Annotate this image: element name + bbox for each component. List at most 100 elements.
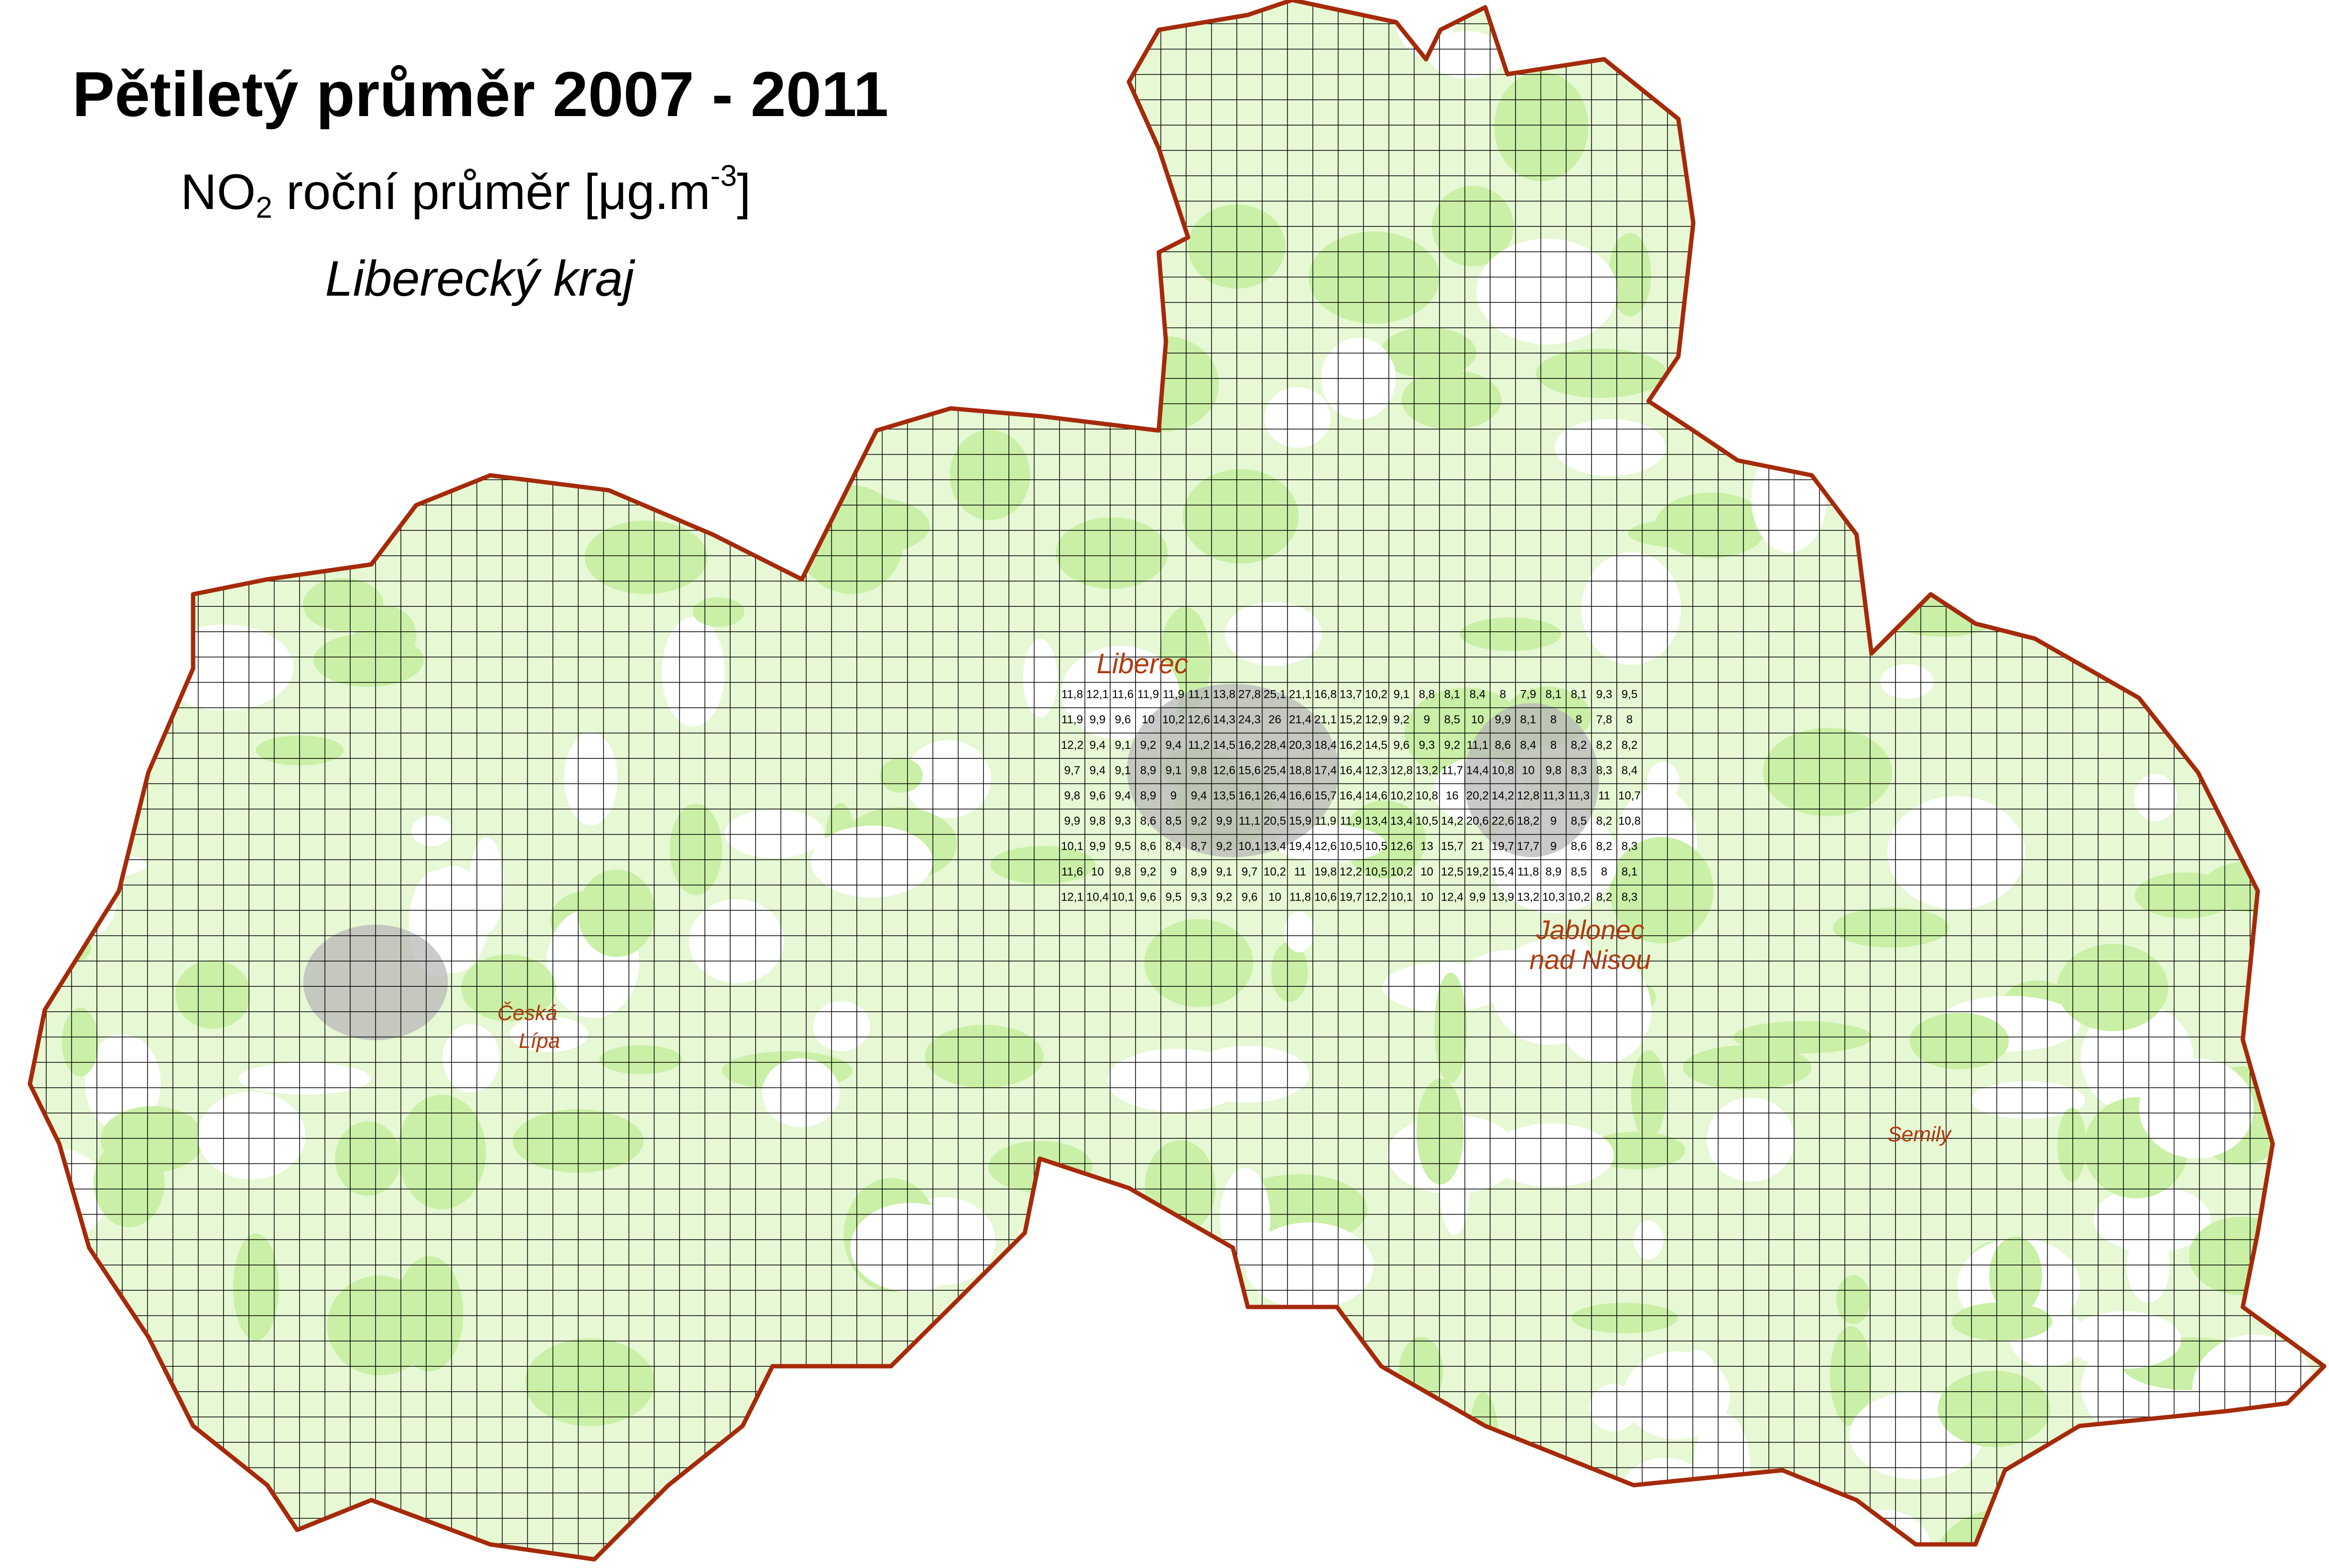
land-cover-patch bbox=[156, 624, 294, 711]
grid-value: 9,9 bbox=[1495, 713, 1511, 726]
land-cover-patch bbox=[1833, 907, 1949, 948]
grid-value: 11,9 bbox=[1315, 815, 1336, 828]
town-labels: Liberec Jablonec nad Nisou Česká Lípa Se… bbox=[497, 648, 1952, 1146]
grid-value: 11 bbox=[1598, 789, 1610, 802]
land-cover-patch bbox=[1145, 1140, 1216, 1234]
land-cover-patch bbox=[1225, 601, 1322, 666]
land-cover-patch bbox=[969, 274, 1069, 353]
grid-value: 25,1 bbox=[1264, 688, 1286, 701]
land-cover-patch bbox=[493, 379, 538, 474]
grid-value: 8,1 bbox=[1622, 865, 1637, 878]
land-cover-patch bbox=[1494, 72, 1589, 182]
land-cover-patch bbox=[2188, 1216, 2294, 1295]
grid-value: 8,5 bbox=[1444, 713, 1460, 726]
grid-value: 16,8 bbox=[1314, 688, 1337, 701]
land-cover-patch bbox=[38, 658, 145, 740]
grid-value: 10 bbox=[1471, 713, 1484, 726]
grid-value: 8,9 bbox=[1140, 789, 1156, 802]
grid-value: 9,4 bbox=[1165, 739, 1181, 752]
grid-value: 14,2 bbox=[1492, 789, 1514, 802]
land-cover-patch bbox=[929, 1312, 1050, 1405]
grid-value: 11,6 bbox=[1061, 865, 1083, 878]
grid-value: 13,8 bbox=[1213, 688, 1236, 701]
grid-value: 10,8 bbox=[1415, 789, 1438, 802]
grid-value: 9,6 bbox=[1242, 890, 1257, 903]
grid-value: 11,6 bbox=[1112, 688, 1134, 701]
land-cover-patch bbox=[30, 1515, 53, 1559]
grid-value: 7,9 bbox=[1520, 688, 1536, 701]
land-cover-patch bbox=[2122, 0, 2167, 34]
grid-value: 10 bbox=[1269, 890, 1282, 903]
land-cover-patch bbox=[1871, 42, 1951, 121]
land-cover-patch bbox=[660, 1541, 693, 1559]
land-cover-patch bbox=[720, 424, 758, 485]
grid-value: 9,4 bbox=[1115, 789, 1131, 802]
grid-value: 18,4 bbox=[1314, 739, 1337, 752]
grid-value: 9,2 bbox=[1444, 739, 1460, 752]
grid-value: 11,1 bbox=[1188, 688, 1210, 701]
land-cover-patch bbox=[1980, 391, 2089, 458]
land-cover-patch bbox=[175, 960, 251, 1029]
grid-value: 9,4 bbox=[1191, 789, 1207, 802]
land-cover-patch bbox=[928, 183, 967, 299]
grid-value: 8,6 bbox=[1140, 840, 1156, 853]
land-cover-patch bbox=[2139, 1058, 2254, 1159]
land-cover-patch bbox=[308, 330, 433, 395]
land-cover-patch bbox=[1343, 800, 1426, 878]
grid-value: 9,8 bbox=[1115, 865, 1131, 878]
grid-value: 8 bbox=[1550, 739, 1557, 752]
land-cover-patch bbox=[869, 0, 944, 52]
grid-value: 9,5 bbox=[1622, 688, 1637, 701]
grid-value: 9 bbox=[1550, 815, 1557, 828]
land-cover-patch bbox=[411, 815, 452, 847]
land-cover-patch bbox=[461, 954, 556, 1022]
subtitle-suffix: ] bbox=[737, 164, 751, 220]
subtitle-subscript: 2 bbox=[256, 191, 273, 224]
land-cover-patch bbox=[1434, 972, 1467, 1083]
grid-value: 9,4 bbox=[1089, 764, 1105, 777]
grid-value: 8 bbox=[1500, 688, 1506, 701]
grid-value: 19,2 bbox=[1466, 865, 1489, 878]
grid-value: 9,1 bbox=[1216, 865, 1232, 878]
land-cover-patch bbox=[1581, 552, 1681, 665]
map-title: Pětiletý průměr 2007 - 2011 bbox=[72, 59, 889, 130]
grid-value: 13,5 bbox=[1213, 789, 1236, 802]
land-cover-patch bbox=[1467, 1392, 1499, 1500]
grid-value: 9,2 bbox=[1216, 840, 1232, 853]
land-cover-patch bbox=[585, 520, 708, 594]
land-cover-patch bbox=[762, 1058, 840, 1127]
grid-value: 9 bbox=[1170, 865, 1177, 878]
grid-value: 11,7 bbox=[1441, 764, 1463, 777]
grid-value: 10,8 bbox=[1492, 764, 1514, 777]
grid-value: 20,2 bbox=[1466, 789, 1489, 802]
grid-value: 15,7 bbox=[1441, 840, 1464, 853]
grid-value: 10,2 bbox=[1264, 865, 1286, 878]
grid-value: 21 bbox=[1471, 840, 1484, 853]
grid-value: 11,8 bbox=[1061, 688, 1083, 701]
grid-value: 12,6 bbox=[1213, 764, 1236, 777]
land-cover-patch bbox=[1401, 370, 1502, 430]
grid-value: 8,1 bbox=[1571, 688, 1587, 701]
urban-area bbox=[1464, 703, 1599, 857]
land-cover-patch bbox=[1104, 1395, 1207, 1497]
grid-value: 14,3 bbox=[1213, 713, 1236, 726]
grid-value: 15,9 bbox=[1289, 815, 1311, 828]
land-cover-patch bbox=[30, 223, 136, 318]
land-cover-patch bbox=[654, 1503, 798, 1559]
land-cover-patch bbox=[972, 1380, 1053, 1472]
land-cover-patch bbox=[928, 94, 992, 155]
land-cover-patch bbox=[1806, 128, 1942, 200]
land-cover-patch bbox=[2057, 944, 2168, 1032]
grid-value: 19,4 bbox=[1289, 840, 1311, 853]
grid-value: 12,6 bbox=[1314, 840, 1337, 853]
land-cover-patch bbox=[442, 1024, 500, 1093]
land-cover-patch bbox=[1609, 837, 1714, 944]
land-cover-patch bbox=[1942, 277, 2055, 320]
land-cover-patch bbox=[76, 383, 163, 459]
grid-value: 11,8 bbox=[1289, 890, 1311, 903]
land-cover-patch bbox=[93, 1137, 165, 1228]
grid-value: 19,7 bbox=[1340, 890, 1362, 903]
grid-value: 15,6 bbox=[1238, 764, 1261, 777]
grid-value: 9,6 bbox=[1140, 890, 1156, 903]
land-cover-patch bbox=[2093, 1186, 2211, 1253]
